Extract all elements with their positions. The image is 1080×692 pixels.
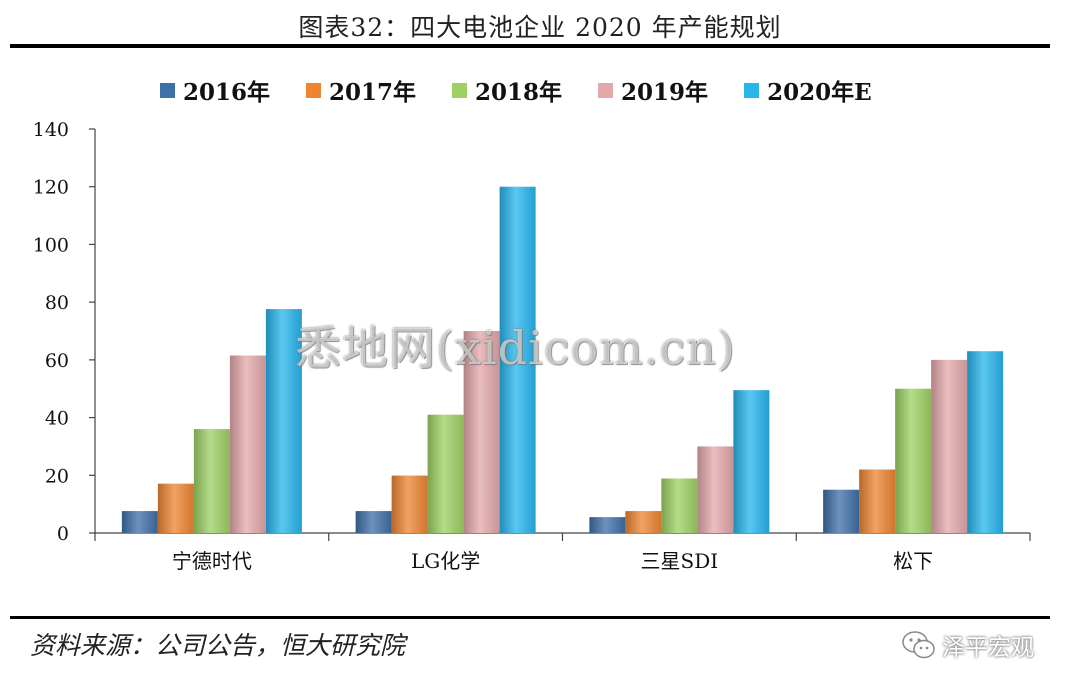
brand-badge: 泽平宏观 <box>902 628 1034 662</box>
y-tick-label: 20 <box>45 465 69 487</box>
bar <box>967 351 1004 533</box>
bar <box>733 390 770 533</box>
bar <box>859 469 896 533</box>
wechat-icon <box>902 631 935 659</box>
figure-title: 图表32：四大电池企业 2020 年产能规划 <box>298 13 782 42</box>
bar <box>823 489 860 533</box>
y-tick-label: 0 <box>57 523 69 545</box>
legend-item-4: 2019年 <box>598 73 708 107</box>
bar <box>499 186 536 533</box>
x-tick-label: LG化学 <box>411 549 480 573</box>
bar <box>895 388 932 533</box>
y-tick-label: 120 <box>33 177 69 199</box>
bar <box>121 511 158 533</box>
source-note: 资料来源：公司公告，恒大研究院 <box>30 631 406 660</box>
bar <box>931 359 968 533</box>
bar <box>391 475 428 533</box>
legend-label: 2018年 <box>475 79 563 106</box>
bar <box>265 309 302 533</box>
bar <box>697 446 734 533</box>
bar <box>427 414 464 533</box>
legend-item-3: 2018年 <box>452 73 562 107</box>
bar <box>193 429 230 533</box>
legend-label: 2017年 <box>329 79 417 106</box>
y-tick-label: 60 <box>45 350 69 372</box>
legend-swatch <box>160 82 175 98</box>
bar <box>355 511 392 533</box>
bar <box>661 478 698 533</box>
bar <box>229 355 266 533</box>
y-tick-label: 100 <box>33 234 69 256</box>
chart-legend: 2016年 2017年 2018年 2019年 2020年E <box>160 74 872 106</box>
legend-item-1: 2016年 <box>160 73 270 107</box>
bar <box>463 331 500 533</box>
legend-label: 2019年 <box>621 79 709 106</box>
watermark-text: 悉地网(xidicom.cn) <box>295 321 736 375</box>
legend-item-2: 2017年 <box>306 73 416 107</box>
x-tick-label: 三星SDI <box>641 549 719 573</box>
legend-swatch <box>744 82 760 98</box>
legend-label: 2016年 <box>183 79 271 106</box>
legend-item-5: 2020年E <box>744 73 872 107</box>
brand-name: 泽平宏观 <box>942 635 1034 661</box>
bar <box>625 511 662 533</box>
y-tick-label: 40 <box>45 408 69 430</box>
top-rule <box>10 44 1050 48</box>
bar <box>589 517 626 533</box>
legend-swatch <box>598 82 614 98</box>
legend-swatch <box>452 82 468 98</box>
bar <box>157 483 194 533</box>
bottom-rule <box>10 616 1050 619</box>
y-tick-label: 140 <box>33 119 69 141</box>
y-tick-label: 80 <box>45 292 69 314</box>
legend-label: 2020年E <box>767 79 872 106</box>
legend-swatch <box>306 82 322 98</box>
x-tick-label: 宁德时代 <box>172 549 252 573</box>
x-tick-label: 松下 <box>893 549 933 573</box>
bar-chart: 0 20 40 60 80 100 120 140 宁德时代 LG化学 三星SDI 松下 <box>33 119 1031 573</box>
